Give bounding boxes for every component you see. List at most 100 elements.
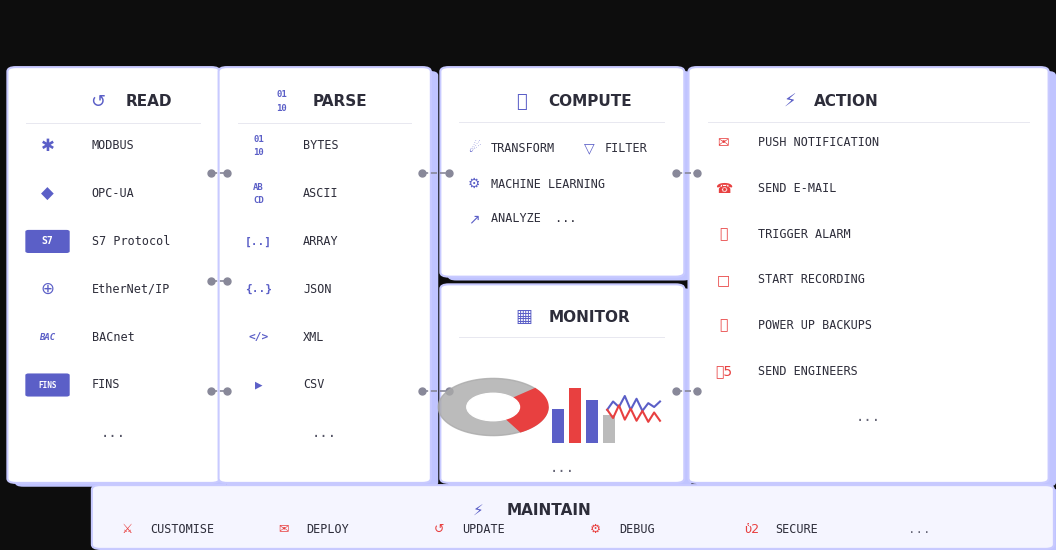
- Text: OPC-UA: OPC-UA: [92, 187, 134, 200]
- Text: ☎: ☎: [715, 182, 732, 196]
- Text: SECURE: SECURE: [775, 522, 817, 536]
- Text: XML: XML: [303, 331, 324, 344]
- Text: TRANSFORM: TRANSFORM: [491, 142, 555, 155]
- Text: MAINTAIN: MAINTAIN: [507, 503, 591, 518]
- FancyBboxPatch shape: [92, 485, 1054, 549]
- FancyBboxPatch shape: [448, 71, 692, 280]
- Text: ▽: ▽: [584, 141, 595, 156]
- Text: ⊕: ⊕: [40, 280, 55, 298]
- Text: ACTION: ACTION: [814, 94, 879, 109]
- Text: SEND E-MAIL: SEND E-MAIL: [758, 182, 836, 195]
- Text: MODBUS: MODBUS: [92, 139, 134, 152]
- FancyBboxPatch shape: [7, 67, 220, 483]
- Bar: [459, 337, 665, 338]
- Bar: [238, 123, 412, 124]
- Text: COMPUTE: COMPUTE: [549, 94, 633, 109]
- Text: S7: S7: [41, 236, 54, 246]
- Bar: [552, 409, 564, 443]
- Text: ⚡: ⚡: [473, 503, 484, 518]
- Text: 10: 10: [253, 148, 264, 157]
- Text: 01: 01: [253, 135, 264, 144]
- Text: ✱: ✱: [40, 137, 55, 155]
- Text: 10: 10: [277, 104, 287, 113]
- Text: ▶: ▶: [254, 378, 263, 392]
- Text: CD: CD: [253, 196, 264, 205]
- Text: S7 Protocol: S7 Protocol: [92, 235, 170, 248]
- FancyBboxPatch shape: [689, 67, 1049, 483]
- Text: FILTER: FILTER: [605, 142, 647, 155]
- Text: ⍾: ⍾: [719, 227, 728, 241]
- Text: ↗: ↗: [468, 212, 479, 226]
- Bar: [586, 400, 598, 443]
- Text: ὆5: ὆5: [715, 364, 732, 378]
- FancyBboxPatch shape: [226, 71, 438, 487]
- FancyBboxPatch shape: [219, 67, 431, 483]
- Bar: [569, 388, 581, 443]
- Text: EtherNet/IP: EtherNet/IP: [92, 283, 170, 296]
- Text: CUSTOMISE: CUSTOMISE: [150, 522, 214, 536]
- Text: POWER UP BACKUPS: POWER UP BACKUPS: [758, 319, 872, 332]
- Circle shape: [467, 393, 520, 421]
- Text: PARSE: PARSE: [313, 94, 367, 109]
- Text: ANALYZE  ...: ANALYZE ...: [491, 212, 577, 226]
- Text: ✉: ✉: [278, 522, 288, 536]
- Text: ...: ...: [313, 426, 337, 440]
- FancyBboxPatch shape: [25, 230, 70, 253]
- Text: ↺: ↺: [91, 93, 106, 111]
- Text: [..]: [..]: [245, 236, 272, 246]
- Text: CSV: CSV: [303, 378, 324, 392]
- Text: ⚙: ⚙: [468, 177, 480, 191]
- Text: START RECORDING: START RECORDING: [758, 273, 865, 287]
- Text: JSON: JSON: [303, 283, 332, 296]
- FancyBboxPatch shape: [440, 67, 684, 277]
- Text: ...: ...: [101, 426, 126, 440]
- Text: ASCII: ASCII: [303, 187, 339, 200]
- Bar: [459, 122, 665, 123]
- Bar: [603, 415, 615, 443]
- Text: BYTES: BYTES: [303, 139, 339, 152]
- Text: ὑ2: ὑ2: [744, 522, 759, 536]
- Text: ✉: ✉: [717, 136, 730, 150]
- Text: ⚡: ⚡: [784, 93, 796, 111]
- Text: DEBUG: DEBUG: [619, 522, 655, 536]
- Text: {..}: {..}: [245, 284, 272, 294]
- Text: FINS: FINS: [38, 381, 57, 389]
- Text: ⚙: ⚙: [590, 522, 601, 536]
- Text: MONITOR: MONITOR: [549, 310, 630, 325]
- Bar: [26, 123, 201, 124]
- Text: ARRAY: ARRAY: [303, 235, 339, 248]
- Text: ...: ...: [908, 522, 930, 536]
- Polygon shape: [493, 389, 548, 432]
- FancyBboxPatch shape: [448, 288, 692, 487]
- Text: AB: AB: [253, 183, 264, 191]
- Text: 01: 01: [277, 90, 287, 99]
- Text: READ: READ: [126, 94, 172, 109]
- Text: ⌸: ⌸: [516, 93, 527, 111]
- FancyBboxPatch shape: [696, 71, 1056, 487]
- FancyBboxPatch shape: [99, 489, 1056, 550]
- Text: DEPLOY: DEPLOY: [306, 522, 348, 536]
- Text: PUSH NOTIFICATION: PUSH NOTIFICATION: [758, 136, 880, 150]
- Text: □: □: [717, 273, 730, 287]
- Text: TRIGGER ALARM: TRIGGER ALARM: [758, 228, 851, 241]
- Text: BACnet: BACnet: [92, 331, 134, 344]
- Text: ...: ...: [856, 410, 881, 424]
- Text: ⚔: ⚔: [121, 522, 132, 536]
- Text: ☄: ☄: [468, 141, 480, 156]
- Text: FINS: FINS: [92, 378, 120, 392]
- FancyBboxPatch shape: [440, 284, 684, 483]
- FancyBboxPatch shape: [15, 71, 227, 487]
- Bar: [708, 122, 1030, 123]
- Text: UPDATE: UPDATE: [463, 522, 505, 536]
- Text: ↺: ↺: [434, 522, 445, 536]
- Text: BAC: BAC: [39, 333, 56, 342]
- Text: </>: </>: [248, 332, 269, 342]
- Text: ▦: ▦: [515, 309, 532, 326]
- Text: MACHINE LEARNING: MACHINE LEARNING: [491, 178, 605, 191]
- Polygon shape: [438, 378, 548, 436]
- Text: SEND ENGINEERS: SEND ENGINEERS: [758, 365, 857, 378]
- FancyBboxPatch shape: [25, 373, 70, 397]
- Text: ◆: ◆: [41, 185, 54, 202]
- Text: ...: ...: [550, 460, 574, 475]
- Text: ⏻: ⏻: [719, 318, 728, 333]
